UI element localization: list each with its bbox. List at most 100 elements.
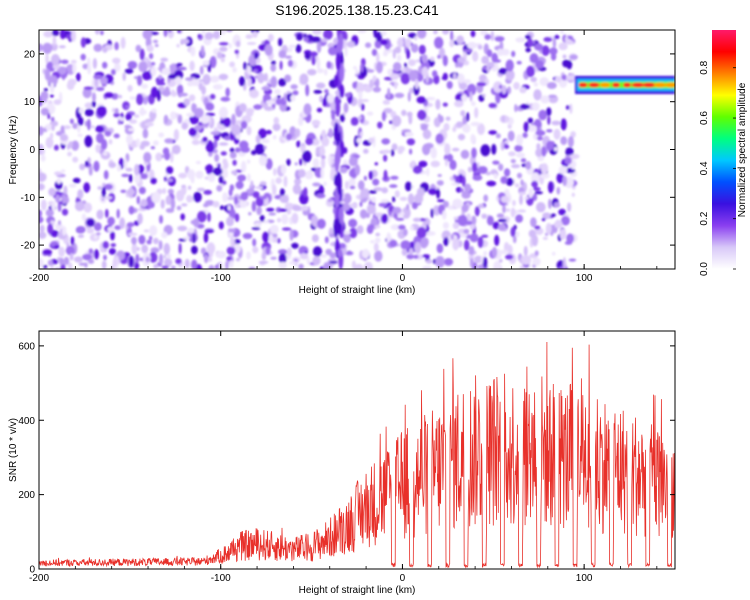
noise-blob xyxy=(277,95,281,99)
noise-blob xyxy=(477,236,484,248)
noise-blob xyxy=(289,229,294,241)
noise-blob xyxy=(338,243,347,249)
noise-blob xyxy=(286,158,291,166)
noise-blob xyxy=(39,216,44,224)
noise-blob xyxy=(249,89,259,99)
noise-blob xyxy=(123,158,128,170)
noise-blob xyxy=(394,92,405,99)
noise-blob xyxy=(526,65,535,78)
noise-blob xyxy=(136,138,140,147)
noise-blob xyxy=(246,42,257,45)
noise-blob xyxy=(156,82,166,86)
noise-blob xyxy=(45,209,54,217)
noise-blob xyxy=(108,162,117,168)
noise-blob xyxy=(47,259,54,266)
noise-blob xyxy=(530,217,537,228)
noise-blob xyxy=(442,102,448,107)
noise-blob xyxy=(540,163,548,175)
noise-blob xyxy=(409,148,413,155)
noise-blob xyxy=(160,57,169,62)
noise-blob xyxy=(273,168,277,176)
noise-blob xyxy=(361,103,365,111)
noise-blob xyxy=(226,30,233,33)
noise-blob xyxy=(445,116,451,121)
noise-blob xyxy=(85,160,89,167)
noise-blob xyxy=(531,102,540,111)
noise-blob xyxy=(53,99,62,105)
noise-blob xyxy=(88,259,95,264)
noise-blob xyxy=(114,41,119,51)
noise-blob xyxy=(380,199,390,204)
noise-blob xyxy=(228,43,232,49)
noise-blob xyxy=(74,201,85,212)
noise-blob xyxy=(150,177,157,185)
noise-blob xyxy=(437,174,442,177)
noise-blob xyxy=(539,77,549,87)
noise-blob xyxy=(272,184,277,196)
noise-blob xyxy=(134,114,140,118)
noise-blob xyxy=(54,171,62,176)
noise-blob xyxy=(272,232,278,239)
noise-blob xyxy=(240,191,249,201)
noise-blob xyxy=(451,182,460,186)
noise-blob xyxy=(95,125,105,133)
spectrogram-y-tick-label: -10 xyxy=(21,193,36,204)
noise-blob xyxy=(461,204,469,213)
noise-blob xyxy=(520,158,527,163)
noise-blob xyxy=(412,165,423,174)
noise-blob xyxy=(203,232,209,244)
noise-blob xyxy=(237,174,247,182)
noise-blob xyxy=(345,251,354,256)
noise-blob xyxy=(154,43,159,48)
noise-blob xyxy=(39,231,47,239)
noise-blob xyxy=(111,107,116,113)
noise-blob xyxy=(77,133,83,137)
noise-blob xyxy=(286,90,292,94)
noise-blob xyxy=(312,158,320,169)
noise-blob xyxy=(323,30,333,40)
noise-blob xyxy=(96,132,104,144)
noise-blob xyxy=(229,147,235,153)
noise-blob xyxy=(292,204,302,212)
noise-blob xyxy=(408,59,416,67)
noise-blob xyxy=(504,168,511,177)
noise-blob xyxy=(464,183,472,193)
noise-blob xyxy=(520,179,524,186)
noise-blob xyxy=(319,145,325,157)
noise-blob xyxy=(137,213,143,225)
noise-blob xyxy=(192,233,196,244)
noise-blob xyxy=(44,68,51,81)
noise-blob xyxy=(397,148,404,155)
noise-blob xyxy=(126,188,136,196)
noise-blob xyxy=(272,135,277,140)
noise-blob xyxy=(259,196,268,200)
noise-blob xyxy=(270,64,277,72)
noise-blob xyxy=(87,118,91,131)
noise-blob xyxy=(356,225,364,235)
noise-blob xyxy=(414,241,422,254)
noise-blob xyxy=(200,114,210,124)
noise-blob xyxy=(480,30,488,36)
noise-blob xyxy=(278,208,288,212)
noise-blob xyxy=(271,60,276,66)
noise-blob xyxy=(535,202,546,213)
noise-blob xyxy=(40,154,46,162)
noise-blob xyxy=(106,127,110,131)
noise-blob xyxy=(406,138,416,146)
noise-blob xyxy=(382,51,388,57)
noise-blob xyxy=(164,138,174,144)
noise-blob xyxy=(248,266,256,269)
noise-blob xyxy=(531,234,539,247)
noise-blob xyxy=(374,80,380,87)
noise-blob xyxy=(321,136,330,147)
noise-blob xyxy=(231,170,238,175)
noise-blob xyxy=(329,252,337,259)
noise-blob xyxy=(104,208,109,218)
noise-blob xyxy=(290,84,298,90)
noise-blob xyxy=(246,126,252,136)
noise-blob xyxy=(409,87,415,94)
noise-blob xyxy=(516,172,523,179)
noise-blob xyxy=(422,129,432,140)
noise-blob xyxy=(226,246,236,255)
noise-blob xyxy=(387,87,391,99)
